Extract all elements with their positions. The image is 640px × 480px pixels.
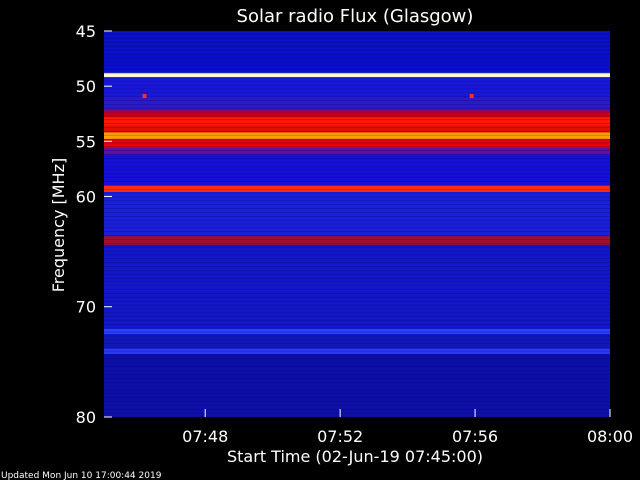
heatmap-band [104,72,610,78]
y-axis-title: Frequency [MHz] [49,158,68,292]
heatmap-band [104,328,610,335]
x-tick-label: 07:56 [452,427,498,446]
x-axis-title: Start Time (02-Jun-19 07:45:00) [227,447,483,466]
heatmap-band [104,147,610,155]
x-tick-label: 07:52 [317,427,363,446]
y-tick-label: 60 [76,187,96,206]
y-tick-label: 80 [76,408,96,427]
heatmap-spot [469,94,474,99]
updated-timestamp: Updated Mon Jun 10 17:00:44 2019 [1,471,162,480]
x-axis: 07:48 07:52 07:56 08:00 [182,409,633,446]
heatmap-band [104,354,610,417]
plot-area [104,30,610,418]
y-tick-label: 45 [76,22,96,41]
heatmap-band [104,192,610,237]
heatmap-band [104,110,610,118]
heatmap-band [104,97,610,111]
chart-title: Solar radio Flux (Glasgow) [237,6,474,27]
y-tick-label: 70 [76,298,96,317]
x-tick-label: 07:48 [182,427,228,446]
heatmap-band [104,139,610,148]
heatmap-spot [142,94,147,99]
y-tick-label: 55 [76,132,96,151]
heatmap-band [104,236,610,245]
heatmap-band [104,154,610,186]
heatmap-band [104,31,610,73]
heatmap-band [104,125,610,133]
y-axis: 45 50 55 60 70 80 [76,22,112,427]
heatmap-band [104,334,610,349]
heatmap-band [104,244,610,329]
heatmap-band [104,132,610,140]
heatmap-band [104,348,610,355]
y-tick-label: 50 [76,77,96,96]
heatmap-band [104,185,610,193]
heatmap-band [104,117,610,126]
x-tick-label: 08:00 [587,427,633,446]
heatmap-band [104,77,610,98]
